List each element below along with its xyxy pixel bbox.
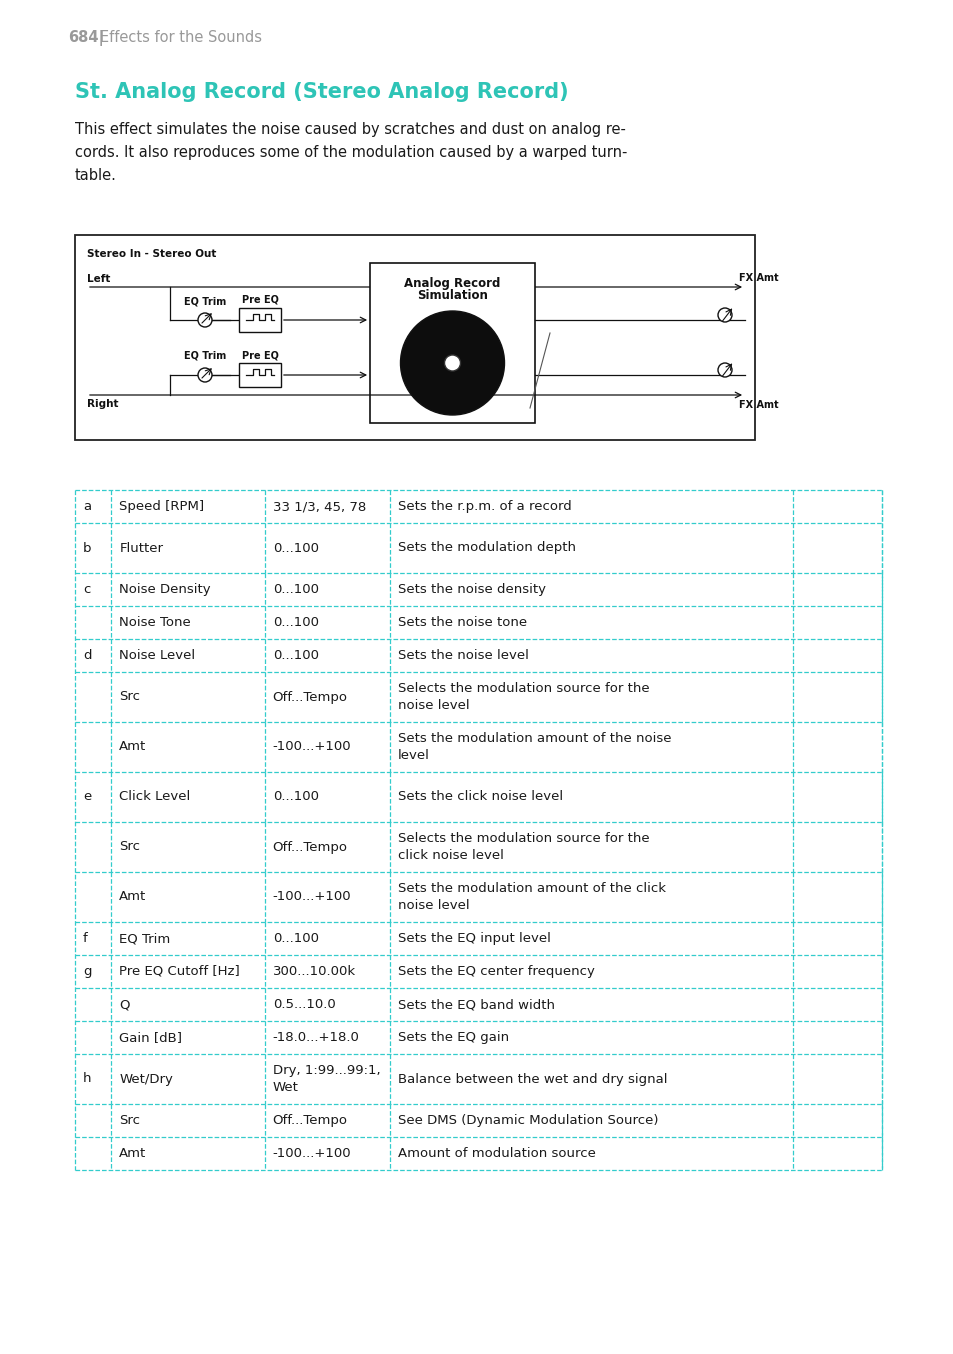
Text: Amt: Amt <box>119 1147 147 1160</box>
Text: g: g <box>83 965 91 978</box>
Text: Analog Record: Analog Record <box>404 278 500 290</box>
Text: Right: Right <box>87 399 118 409</box>
Circle shape <box>718 307 731 322</box>
Text: Off...Tempo: Off...Tempo <box>273 841 347 853</box>
Text: Speed [RPM]: Speed [RPM] <box>119 500 204 513</box>
Circle shape <box>198 313 212 328</box>
Text: Sets the modulation amount of the noise
level: Sets the modulation amount of the noise … <box>397 733 671 762</box>
Text: 0.5...10.0: 0.5...10.0 <box>273 998 335 1011</box>
Text: Balance between the wet and dry signal: Balance between the wet and dry signal <box>397 1072 666 1086</box>
Text: Sets the modulation depth: Sets the modulation depth <box>397 542 575 555</box>
Text: Pre EQ: Pre EQ <box>241 349 278 360</box>
Text: FX Amt: FX Amt <box>739 399 778 410</box>
Circle shape <box>444 355 460 371</box>
Text: -18.0...+18.0: -18.0...+18.0 <box>273 1030 359 1044</box>
Text: Effects for the Sounds: Effects for the Sounds <box>100 30 262 45</box>
Text: h: h <box>83 1072 91 1086</box>
Text: 684|: 684| <box>68 30 104 46</box>
Text: Left: Left <box>87 274 111 284</box>
Text: Simulation: Simulation <box>416 288 487 302</box>
Text: Sets the EQ center frequency: Sets the EQ center frequency <box>397 965 594 978</box>
Bar <box>370 263 535 422</box>
Text: Click Level: Click Level <box>119 791 191 803</box>
Text: c: c <box>83 584 91 596</box>
Text: Dry, 1:99...99:1,
Wet: Dry, 1:99...99:1, Wet <box>273 1064 380 1094</box>
Text: Noise Tone: Noise Tone <box>119 616 191 630</box>
Text: d: d <box>83 649 91 662</box>
Text: -100...+100: -100...+100 <box>273 1147 351 1160</box>
Circle shape <box>718 363 731 376</box>
Text: Sets the r.p.m. of a record: Sets the r.p.m. of a record <box>397 500 571 513</box>
Text: Selects the modulation source for the
click noise level: Selects the modulation source for the cl… <box>397 831 649 862</box>
Text: 300...10.00k: 300...10.00k <box>273 965 355 978</box>
Text: Src: Src <box>119 1114 140 1127</box>
Text: Sets the noise density: Sets the noise density <box>397 584 545 596</box>
Bar <box>239 307 281 332</box>
Text: 0...100: 0...100 <box>273 649 318 662</box>
Text: Src: Src <box>119 691 140 704</box>
Text: Noise Density: Noise Density <box>119 584 211 596</box>
Text: Selects the modulation source for the
noise level: Selects the modulation source for the no… <box>397 682 649 712</box>
Bar <box>239 363 281 387</box>
Text: Stereo In - Stereo Out: Stereo In - Stereo Out <box>87 249 216 259</box>
Text: Amount of modulation source: Amount of modulation source <box>397 1147 595 1160</box>
Text: 0...100: 0...100 <box>273 791 318 803</box>
Text: e: e <box>83 791 91 803</box>
Text: EQ Trim: EQ Trim <box>184 351 226 362</box>
Text: Noise Level: Noise Level <box>119 649 195 662</box>
Bar <box>75 236 754 440</box>
Circle shape <box>198 368 212 382</box>
Text: 0...100: 0...100 <box>273 932 318 945</box>
Text: Q: Q <box>119 998 130 1011</box>
Text: Off...Tempo: Off...Tempo <box>273 691 347 704</box>
Text: 0...100: 0...100 <box>273 616 318 630</box>
Text: FX Amt: FX Amt <box>739 274 778 283</box>
Text: Sets the modulation amount of the click
noise level: Sets the modulation amount of the click … <box>397 881 665 913</box>
Text: See DMS (Dynamic Modulation Source): See DMS (Dynamic Modulation Source) <box>397 1114 658 1127</box>
Text: EQ Trim: EQ Trim <box>119 932 171 945</box>
Text: Sets the noise tone: Sets the noise tone <box>397 616 526 630</box>
Circle shape <box>400 311 504 414</box>
Text: Sets the EQ input level: Sets the EQ input level <box>397 932 550 945</box>
Text: Amt: Amt <box>119 891 147 903</box>
Text: a: a <box>83 500 91 513</box>
Text: St. Analog Record (Stereo Analog Record): St. Analog Record (Stereo Analog Record) <box>75 83 568 102</box>
Text: 0...100: 0...100 <box>273 542 318 555</box>
Text: Gain [dB]: Gain [dB] <box>119 1030 182 1044</box>
Text: b: b <box>83 542 91 555</box>
Text: EQ Trim: EQ Trim <box>184 297 226 306</box>
Text: Sets the click noise level: Sets the click noise level <box>397 791 562 803</box>
Text: 33 1/3, 45, 78: 33 1/3, 45, 78 <box>273 500 366 513</box>
Text: Sets the EQ band width: Sets the EQ band width <box>397 998 554 1011</box>
Text: Pre EQ Cutoff [Hz]: Pre EQ Cutoff [Hz] <box>119 965 240 978</box>
Text: Pre EQ: Pre EQ <box>241 295 278 305</box>
Text: Sets the noise level: Sets the noise level <box>397 649 528 662</box>
Text: f: f <box>83 932 88 945</box>
Text: Sets the EQ gain: Sets the EQ gain <box>397 1030 508 1044</box>
Text: Off...Tempo: Off...Tempo <box>273 1114 347 1127</box>
Text: 0...100: 0...100 <box>273 584 318 596</box>
Text: -100...+100: -100...+100 <box>273 741 351 753</box>
Text: Amt: Amt <box>119 741 147 753</box>
Text: -100...+100: -100...+100 <box>273 891 351 903</box>
Text: This effect simulates the noise caused by scratches and dust on analog re-
cords: This effect simulates the noise caused b… <box>75 122 627 183</box>
Text: Wet/Dry: Wet/Dry <box>119 1072 173 1086</box>
Text: Flutter: Flutter <box>119 542 163 555</box>
Text: Src: Src <box>119 841 140 853</box>
